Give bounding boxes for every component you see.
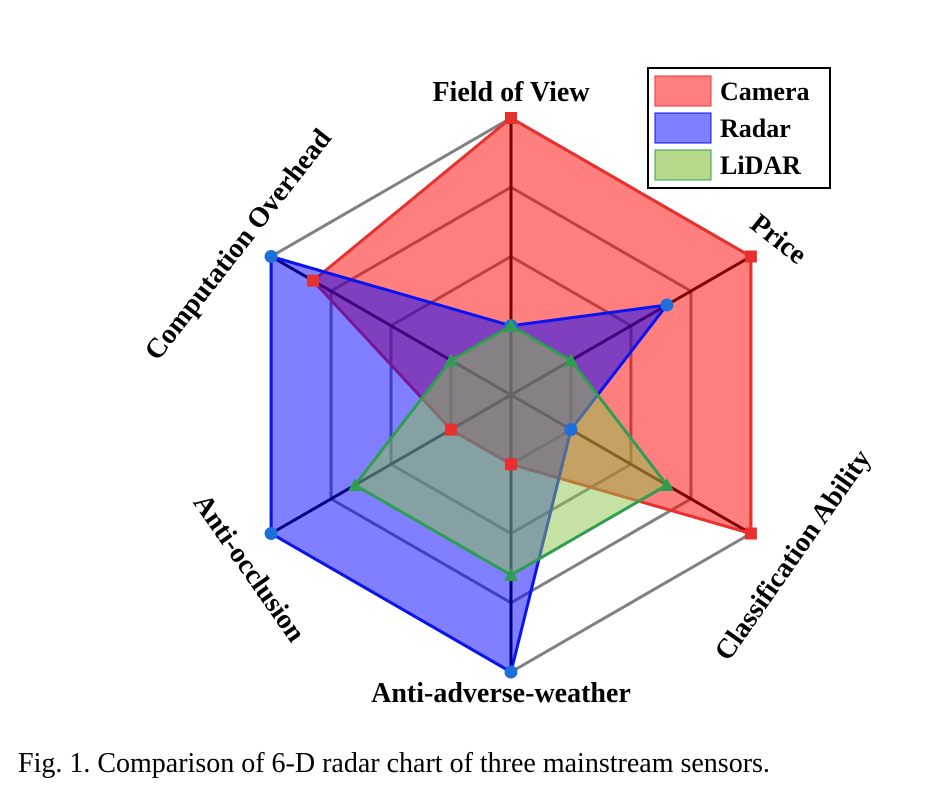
marker-camera-3	[744, 527, 757, 540]
legend-swatch-lidar	[654, 149, 712, 181]
marker-camera-2	[744, 250, 757, 263]
legend-label-lidar: LiDAR	[720, 151, 801, 180]
marker-radar-4	[504, 665, 518, 679]
legend: Camera Radar LiDAR	[647, 67, 831, 189]
marker-camera-5	[445, 423, 458, 436]
marker-lidar-5	[348, 478, 363, 492]
marker-lidar-1	[504, 318, 518, 332]
legend-swatch-camera	[654, 75, 712, 107]
legend-label-camera: Camera	[720, 77, 810, 106]
legend-label-radar: Radar	[720, 114, 791, 143]
marker-radar-2	[660, 298, 674, 312]
marker-lidar-2	[563, 353, 578, 367]
axis-label-anti-adverse-weather: Anti-adverse-weather	[371, 678, 631, 709]
radar-series	[269, 116, 753, 674]
marker-lidar-6	[444, 353, 459, 367]
marker-radar-5	[264, 527, 278, 540]
marker-camera-4	[505, 458, 517, 471]
marker-camera-1	[505, 112, 517, 124]
marker-radar-3	[564, 423, 578, 437]
radar-markers	[264, 112, 757, 679]
figure-caption: Fig. 1. Comparison of 6-D radar chart of…	[18, 748, 770, 779]
legend-swatch-radar	[654, 112, 712, 144]
marker-lidar-3	[659, 478, 674, 492]
axis-label-field-of-view: Field of View	[432, 77, 590, 108]
marker-radar-6	[264, 250, 278, 263]
marker-camera-6	[307, 274, 320, 287]
marker-lidar-4	[504, 568, 518, 582]
